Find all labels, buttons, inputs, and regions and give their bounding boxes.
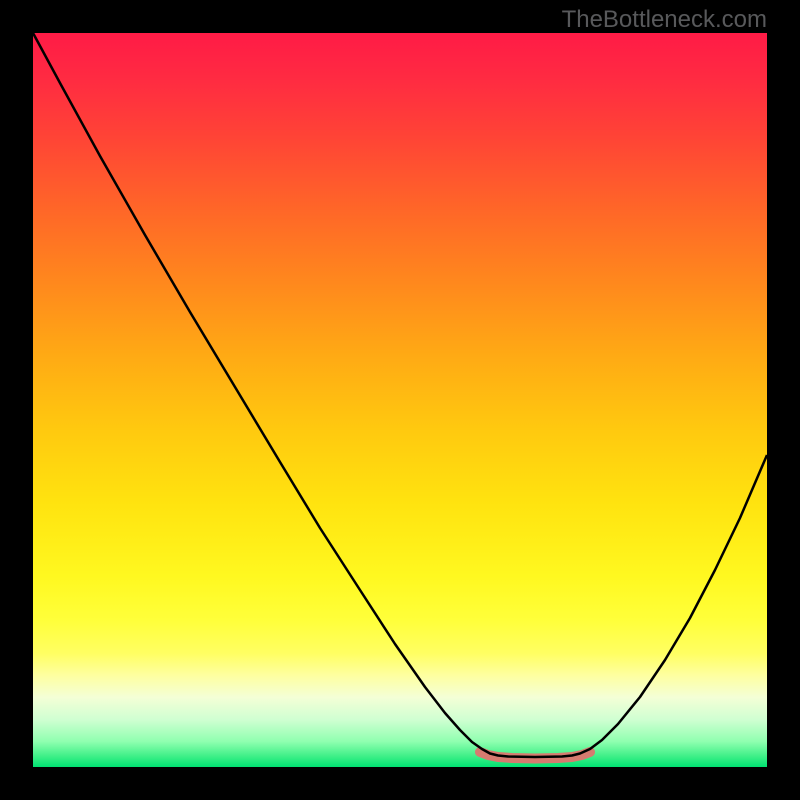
curve-layer [0, 0, 800, 800]
chart-frame: TheBottleneck.com [0, 0, 800, 800]
bottleneck-curve [33, 33, 767, 757]
watermark-text: TheBottleneck.com [562, 6, 767, 34]
